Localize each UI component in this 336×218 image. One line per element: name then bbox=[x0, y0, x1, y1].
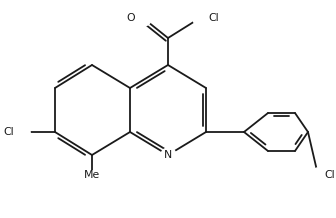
Text: Me: Me bbox=[84, 170, 100, 180]
Text: N: N bbox=[164, 150, 172, 160]
Text: Cl: Cl bbox=[208, 13, 219, 23]
Text: Cl: Cl bbox=[3, 127, 14, 137]
Text: O: O bbox=[126, 13, 135, 23]
Text: Cl: Cl bbox=[324, 170, 335, 180]
